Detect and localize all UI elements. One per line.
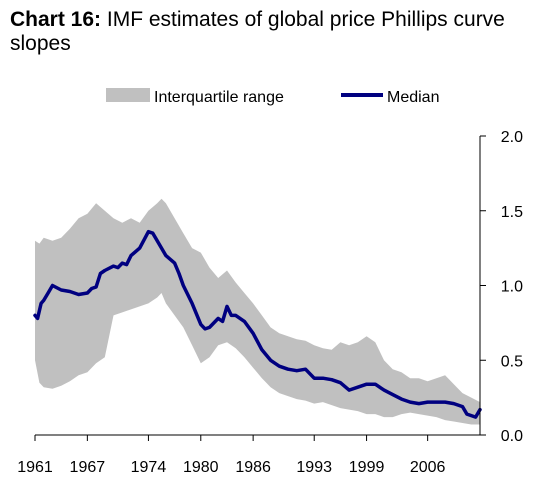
legend-label-median: Median (387, 89, 439, 106)
y-tick-label: 2.0 (501, 129, 523, 146)
x-tick-label: 1980 (183, 459, 219, 476)
chart-title: Chart 16: IMF estimates of global price … (10, 8, 535, 56)
chart-title-lead: Chart 16: (10, 8, 102, 31)
x-tick-label: 2006 (410, 459, 446, 476)
x-tick-label: 1967 (70, 459, 106, 476)
y-tick-label: 0.5 (501, 353, 523, 370)
x-tick-label: 1999 (349, 459, 385, 476)
legend-swatch-interquartile-range (106, 88, 150, 102)
chart-title-text: IMF estimates of global price Phillips c… (10, 8, 505, 55)
x-tick-label: 1961 (17, 459, 53, 476)
x-tick-label: 1974 (131, 459, 167, 476)
x-tick-label: 1993 (296, 459, 332, 476)
interquartile-range-band (35, 198, 480, 425)
y-tick-label: 1.0 (501, 279, 523, 296)
y-tick-label: 1.5 (501, 204, 523, 221)
y-tick-label: 0.0 (501, 428, 523, 445)
x-tick-label: 1986 (235, 459, 271, 476)
median-line (33, 229, 482, 419)
legend-label-interquartile-range: Interquartile range (154, 89, 284, 106)
